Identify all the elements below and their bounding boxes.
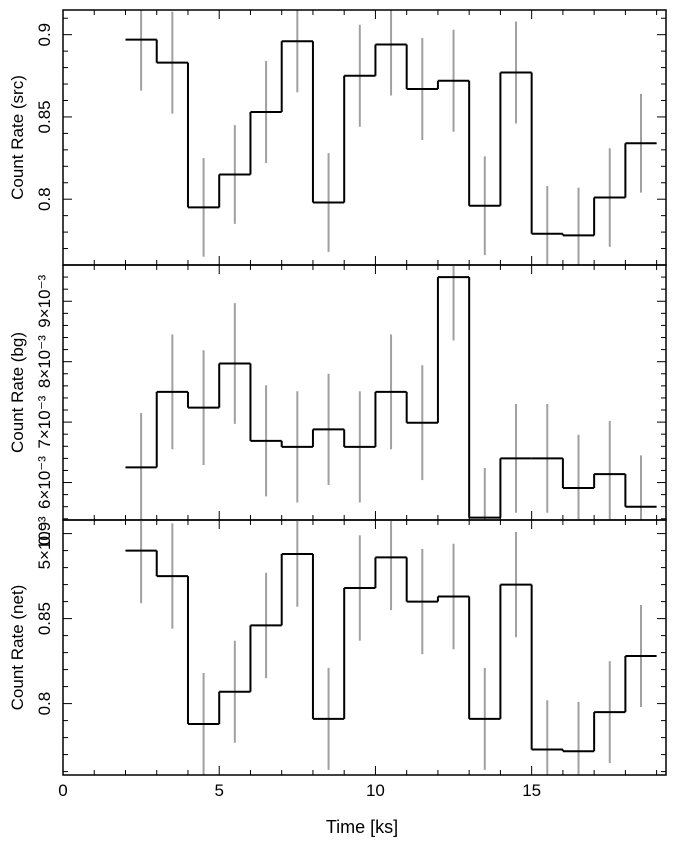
x-tick-label: 0 [58,781,67,800]
y-tick-label: 0.9 [35,23,54,47]
y-tick-label: 7×10⁻³ [35,395,54,448]
step-series [125,38,657,237]
x-axis-label: Time [ks] [326,817,398,837]
y-tick-label: 9×10⁻³ [35,274,54,327]
y-axis-label: Count Rate (net) [8,585,27,711]
step-series [125,549,657,753]
y-tick-label: 5×10⁻³ [35,516,54,569]
panel-frame [62,519,667,776]
y-tick-label: 0.85 [35,602,54,635]
y-axis-label: Count Rate (bg) [8,332,27,453]
step-series [125,276,657,519]
x-tick-label: 5 [214,781,223,800]
x-tick-label: 15 [522,781,541,800]
panel-frame [62,264,667,521]
error-bars [140,265,643,520]
y-tick-label: 0.85 [35,100,54,133]
panel-1: 0.8 0.85 0.9 Count Rate (src) [8,9,667,266]
y-axis-label: Count Rate (src) [8,75,27,200]
y-tick-label: 6×10⁻³ [35,456,54,509]
y-tick-label: 0.9 [35,522,54,546]
panel-2: 5×10⁻³ 6×10⁻³ 7×10⁻³ 8×10⁻³ 9×10⁻³ Count Rate… [8,264,667,569]
y-tick-label: 0.8 [35,692,54,716]
panel-frame [62,9,667,266]
y-tick-label: 0.8 [35,187,54,211]
x-tick-label: 10 [366,781,385,800]
error-bars [140,10,643,265]
error-bars [140,520,643,775]
y-tick-label: 8×10⁻³ [35,335,54,388]
panel-3: 0.8 0.85 0.9 Count Rate (net) [8,519,667,776]
